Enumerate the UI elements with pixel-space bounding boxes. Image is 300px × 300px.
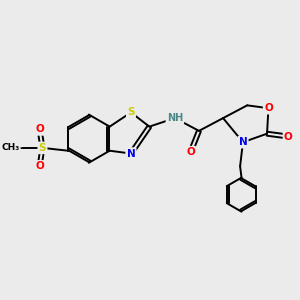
- Text: N: N: [238, 137, 247, 147]
- Text: O: O: [264, 103, 273, 113]
- Text: O: O: [35, 124, 44, 134]
- Text: O: O: [186, 147, 195, 157]
- Text: S: S: [127, 107, 135, 117]
- Text: S: S: [21, 147, 22, 148]
- Text: O: O: [284, 131, 293, 142]
- Text: N: N: [127, 148, 135, 158]
- Text: NH: NH: [167, 113, 183, 123]
- Text: O: O: [35, 161, 44, 171]
- Text: CH₃: CH₃: [2, 143, 20, 152]
- Text: S: S: [39, 143, 46, 153]
